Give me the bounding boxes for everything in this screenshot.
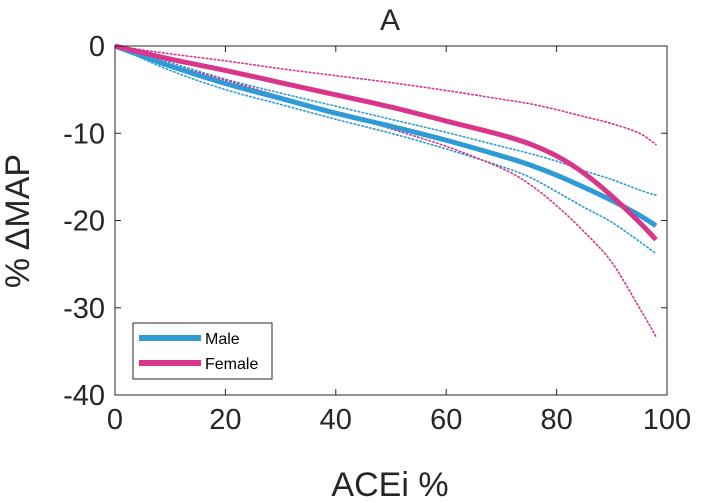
series-female-lower-bound-line: [114, 45, 657, 338]
legend-label-female: Female: [205, 356, 258, 373]
legend: Male Female: [132, 322, 273, 380]
y-tick-label: 0: [89, 31, 105, 63]
series-layer: [114, 43, 658, 338]
y-tick-label: -30: [63, 293, 105, 325]
y-tick-label: -10: [63, 118, 105, 150]
y-tick-label: -20: [63, 206, 105, 238]
y-axis-label: % ΔMAP: [0, 154, 37, 288]
y-tick-label: -40: [63, 380, 105, 412]
legend-label-male: Male: [205, 331, 240, 348]
legend-box: [132, 322, 273, 380]
series-female-upper-bound-line: [114, 45, 657, 146]
x-tick-label: 0: [107, 404, 123, 436]
x-tick-label: 80: [540, 404, 572, 436]
chart-title: A: [380, 4, 400, 37]
x-axis-label: ACEi %: [331, 466, 448, 503]
series-male-upper-bound-line: [114, 45, 657, 196]
x-tick-label: 100: [643, 404, 691, 436]
x-tick-label: 20: [209, 404, 241, 436]
x-tick-label: 60: [430, 404, 462, 436]
series-male-mean-line: [114, 43, 658, 228]
series-female-mean-line: [114, 43, 658, 242]
x-tick-label: 40: [320, 404, 352, 436]
axis-ticks: 0 20 40 60 80 100 0 -10 -20 -30 -40: [63, 31, 691, 436]
